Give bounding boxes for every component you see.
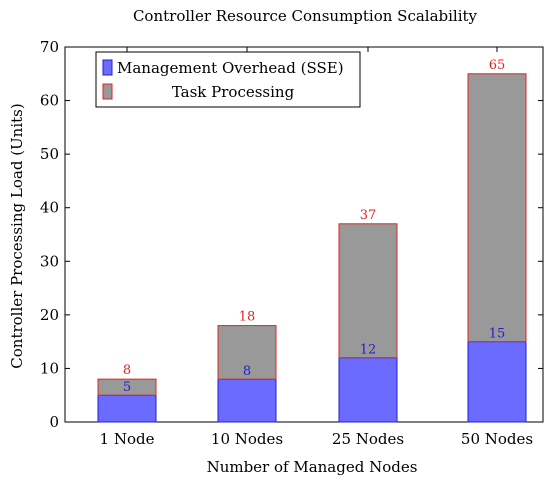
data-label-management-overhead: 15: [489, 327, 506, 342]
bar-management-overhead: [217, 378, 277, 423]
legend-swatch-management-overhead: [102, 59, 113, 76]
y-tick-label: 20: [40, 306, 59, 324]
y-tick-label: 0: [49, 413, 59, 431]
plot-area: 0 10 20 30 40 50 60 70 1 Node 10 Nodes 25 Nodes 50 …: [40, 38, 544, 448]
bar-task-processing: [467, 73, 527, 343]
data-label-total: 8: [123, 363, 131, 378]
data-label-management-overhead: 12: [360, 343, 377, 358]
bar-management-overhead: [467, 341, 527, 423]
y-tick-label: 50: [40, 145, 59, 163]
legend-label-task-processing: Task Processing: [172, 83, 295, 101]
bar-task-processing: [97, 378, 157, 396]
y-tick-label: 40: [40, 199, 59, 217]
y-tick-label: 70: [40, 38, 59, 56]
data-label-management-overhead: 8: [243, 364, 251, 379]
x-axis-label: Number of Managed Nodes: [207, 458, 418, 476]
data-label-management-overhead: 5: [123, 380, 131, 395]
y-axis-label: Controller Processing Load (Units): [8, 103, 26, 368]
y-tick-label: 30: [40, 252, 59, 270]
data-label-total: 65: [489, 58, 506, 73]
bar-management-overhead: [97, 394, 157, 423]
legend-swatch-task-processing: [102, 83, 113, 100]
y-tick-label: 60: [40, 92, 59, 110]
chart-title: Controller Resource Consumption Scalabil…: [133, 7, 478, 25]
legend-label-management-overhead: Management Overhead (SSE): [117, 59, 344, 77]
bar-task-processing: [338, 223, 398, 359]
x-tick-label: 50 Nodes: [461, 430, 533, 448]
bar-task-processing: [217, 325, 277, 380]
x-tick-label: 25 Nodes: [332, 430, 404, 448]
data-label-total: 37: [360, 208, 377, 223]
bar-management-overhead: [338, 357, 398, 423]
plot-frame: [64, 46, 544, 423]
legend: Management Overhead (SSE) Task Processin…: [95, 51, 361, 108]
x-tick-label: 1 Node: [100, 430, 155, 448]
data-label-total: 18: [239, 310, 256, 325]
y-tick-label: 10: [40, 359, 59, 377]
legend-box: [95, 51, 361, 108]
x-tick-label: 10 Nodes: [211, 430, 283, 448]
